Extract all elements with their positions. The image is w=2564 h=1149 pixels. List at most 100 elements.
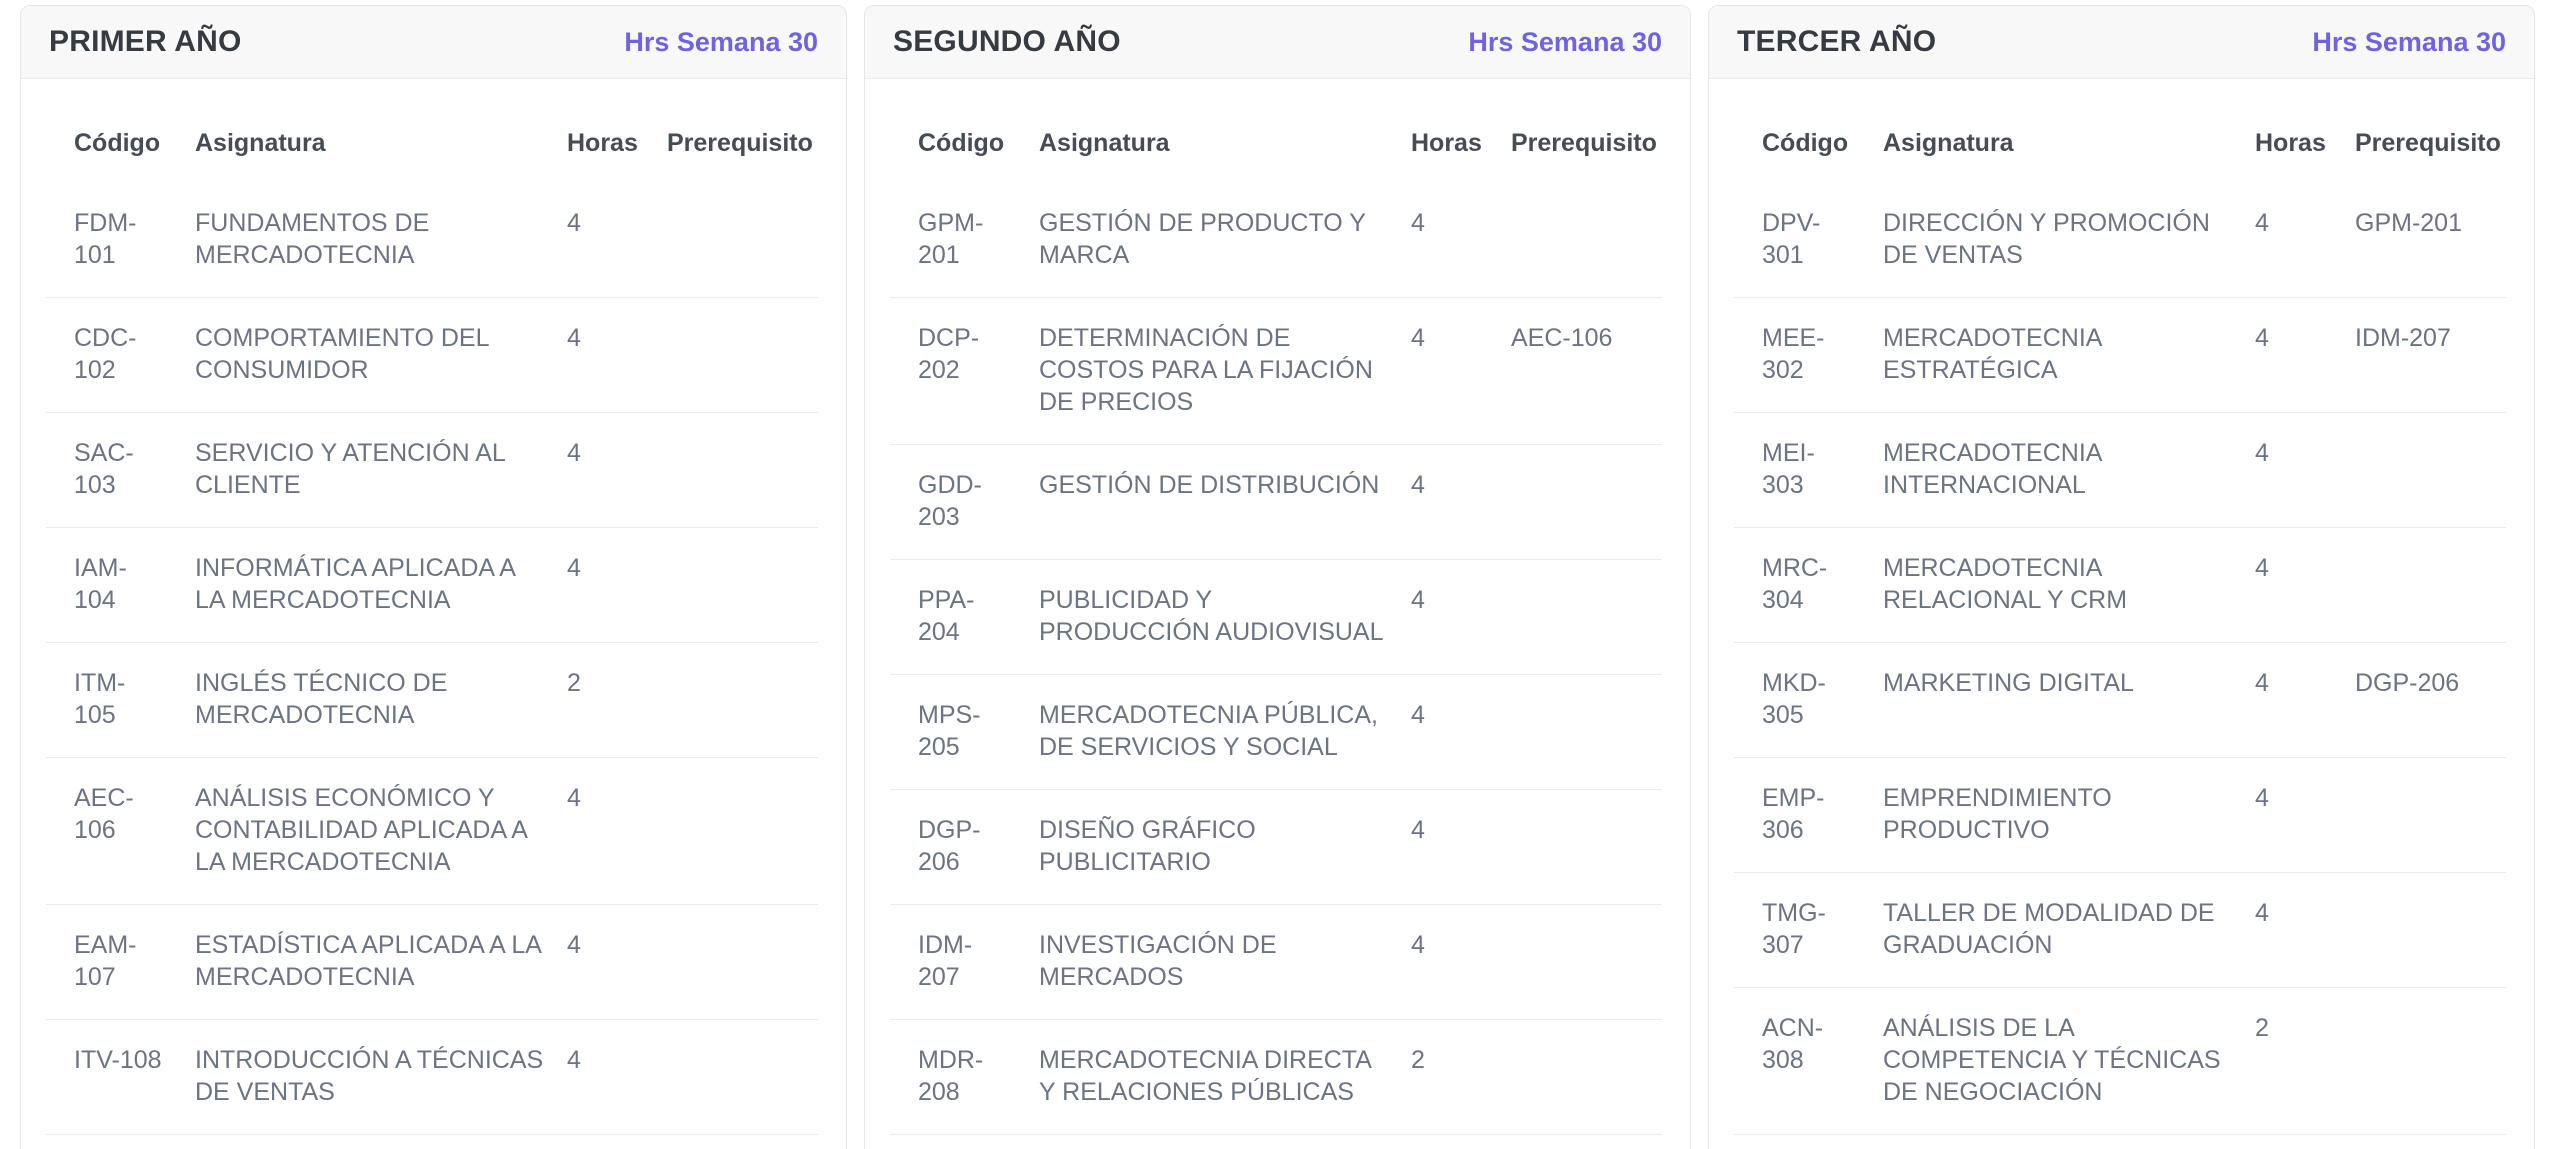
course-hours-cell: 2 <box>567 642 667 758</box>
course-code-cell: ITV-108 <box>46 1019 195 1135</box>
table-row: IAM-104 INFORMÁTICA APLICADA A LA MERCAD… <box>46 527 818 643</box>
course-prereq-cell <box>667 1019 818 1135</box>
course-prereq-cell <box>667 183 818 298</box>
table-header-row: Código Asignatura Horas Prerequisito <box>890 91 1662 183</box>
course-code-cell: DCP-202 <box>890 297 1039 445</box>
course-code-cell: SAC-103 <box>46 412 195 528</box>
table-body: GPM-201 GESTIÓN DE PRODUCTO Y MARCA 4 DC… <box>890 183 1662 1135</box>
course-hours-cell: 4 <box>1411 297 1511 445</box>
course-code-cell: MEE-302 <box>1734 297 1883 413</box>
course-hours-cell: 4 <box>567 757 667 905</box>
course-code-cell: DPV-301 <box>1734 183 1883 298</box>
table-row: ACN-308 ANÁLISIS DE LA COMPETENCIA Y TÉC… <box>1734 987 2506 1135</box>
table-row: MRC-304 MERCADOTECNIA RELACIONAL Y CRM 4 <box>1734 527 2506 643</box>
course-code-cell: EAM-107 <box>46 904 195 1020</box>
course-name-cell: MERCADOTECNIA ESTRATÉGICA <box>1883 297 2255 413</box>
column-header-asignatura: Asignatura <box>195 129 326 157</box>
table-body: DPV-301 DIRECCIÓN Y PROMOCIÓN DE VENTAS … <box>1734 183 2506 1135</box>
course-prereq-cell <box>667 527 818 643</box>
course-hours-cell: 4 <box>1411 789 1511 905</box>
table-row: GPM-201 GESTIÓN DE PRODUCTO Y MARCA 4 <box>890 183 1662 298</box>
course-hours-cell: 4 <box>2255 412 2355 528</box>
table-row: SAC-103 SERVICIO Y ATENCIÓN AL CLIENTE 4 <box>46 412 818 528</box>
course-name-cell: ANÁLISIS ECONÓMICO Y CONTABILIDAD APLICA… <box>195 757 567 905</box>
course-code-cell: DGP-206 <box>890 789 1039 905</box>
course-code-cell: MKD-305 <box>1734 642 1883 758</box>
table-row: IDM-207 INVESTIGACIÓN DE MERCADOS 4 <box>890 904 1662 1020</box>
hours-per-week-label: Hrs Semana 30 <box>624 26 818 57</box>
course-prereq-cell <box>667 904 818 1020</box>
course-code-cell: ACN-308 <box>1734 987 1883 1135</box>
course-prereq-cell <box>2355 757 2506 873</box>
card-body: Código Asignatura Horas Prerequisito FDM… <box>21 79 846 1149</box>
course-code-cell: MDR-208 <box>890 1019 1039 1135</box>
year-card: PRIMER AÑO Hrs Semana 30 Código Asignatu… <box>20 5 847 1149</box>
course-prereq-cell <box>2355 987 2506 1135</box>
course-hours-cell: 4 <box>567 183 667 298</box>
course-code-cell: GDD-203 <box>890 444 1039 560</box>
course-name-cell: ANÁLISIS DE LA COMPETENCIA Y TÉCNICAS DE… <box>1883 987 2255 1135</box>
card-header: TERCER AÑO Hrs Semana 30 <box>1709 6 2534 79</box>
course-name-cell: GESTIÓN DE DISTRIBUCIÓN <box>1039 444 1411 560</box>
course-code-cell: MEI-303 <box>1734 412 1883 528</box>
course-code-cell: GPM-201 <box>890 183 1039 298</box>
card-header: PRIMER AÑO Hrs Semana 30 <box>21 6 846 79</box>
table-header-row: Código Asignatura Horas Prerequisito <box>1734 91 2506 183</box>
table-row: GDD-203 GESTIÓN DE DISTRIBUCIÓN 4 <box>890 444 1662 560</box>
card-title: PRIMER AÑO <box>49 25 242 58</box>
column-header-codigo: Código <box>918 129 1005 157</box>
course-hours-cell: 4 <box>567 527 667 643</box>
table-row: FDM-101 FUNDAMENTOS DE MERCADOTECNIA 4 <box>46 183 818 298</box>
course-prereq-cell <box>2355 872 2506 988</box>
table-row: AEC-106 ANÁLISIS ECONÓMICO Y CONTABILIDA… <box>46 757 818 905</box>
column-header-horas: Horas <box>1411 129 1482 157</box>
course-prereq-cell <box>1511 674 1662 790</box>
course-hours-cell: 4 <box>2255 757 2355 873</box>
course-hours-cell: 4 <box>1411 183 1511 298</box>
course-prereq-cell <box>1511 559 1662 675</box>
course-code-cell: AEC-106 <box>46 757 195 905</box>
course-name-cell: INGLÉS TÉCNICO DE MERCADOTECNIA <box>195 642 567 758</box>
table-row: CDC-102 COMPORTAMIENTO DEL CONSUMIDOR 4 <box>46 297 818 413</box>
course-code-cell: IAM-104 <box>46 527 195 643</box>
table-row: EMP-306 EMPRENDIMIENTO PRODUCTIVO 4 <box>1734 757 2506 873</box>
table-row: DCP-202 DETERMINACIÓN DE COSTOS PARA LA … <box>890 297 1662 445</box>
course-prereq-cell <box>1511 904 1662 1020</box>
course-hours-cell: 4 <box>567 904 667 1020</box>
column-header-horas: Horas <box>2255 129 2326 157</box>
course-hours-cell: 4 <box>2255 872 2355 988</box>
course-code-cell: MPS-205 <box>890 674 1039 790</box>
course-prereq-cell <box>667 642 818 758</box>
course-code-cell: ITM-105 <box>46 642 195 758</box>
course-name-cell: MARKETING DIGITAL <box>1883 642 2255 758</box>
course-name-cell: SERVICIO Y ATENCIÓN AL CLIENTE <box>195 412 567 528</box>
year-card: TERCER AÑO Hrs Semana 30 Código Asignatu… <box>1708 5 2535 1149</box>
course-prereq-cell <box>667 412 818 528</box>
course-prereq-cell <box>1511 1019 1662 1135</box>
table-row: DPV-301 DIRECCIÓN Y PROMOCIÓN DE VENTAS … <box>1734 183 2506 298</box>
card-title: SEGUNDO AÑO <box>893 25 1121 58</box>
column-header-prerequisito: Prerequisito <box>1511 129 1657 157</box>
table-row: MKD-305 MARKETING DIGITAL 4 DGP-206 <box>1734 642 2506 758</box>
card-body: Código Asignatura Horas Prerequisito DPV… <box>1709 79 2534 1149</box>
course-prereq-cell: AEC-106 <box>1511 297 1662 445</box>
column-header-prerequisito: Prerequisito <box>667 129 813 157</box>
table-row: MDR-208 MERCADOTECNIA DIRECTA Y RELACION… <box>890 1019 1662 1135</box>
course-hours-cell: 4 <box>1411 559 1511 675</box>
course-prereq-cell <box>667 757 818 905</box>
course-hours-cell: 2 <box>2255 987 2355 1135</box>
course-name-cell: DISEÑO GRÁFICO PUBLICITARIO <box>1039 789 1411 905</box>
column-header-prerequisito: Prerequisito <box>2355 129 2501 157</box>
card-body: Código Asignatura Horas Prerequisito GPM… <box>865 79 1690 1149</box>
course-code-cell: MRC-304 <box>1734 527 1883 643</box>
table-header-row: Código Asignatura Horas Prerequisito <box>46 91 818 183</box>
course-name-cell: COMPORTAMIENTO DEL CONSUMIDOR <box>195 297 567 413</box>
course-hours-cell: 4 <box>1411 904 1511 1020</box>
table-row: DGP-206 DISEÑO GRÁFICO PUBLICITARIO 4 <box>890 789 1662 905</box>
course-name-cell: INTRODUCCIÓN A TÉCNICAS DE VENTAS <box>195 1019 567 1135</box>
course-hours-cell: 4 <box>2255 527 2355 643</box>
table-row: MEE-302 MERCADOTECNIA ESTRATÉGICA 4 IDM-… <box>1734 297 2506 413</box>
course-hours-cell: 2 <box>1411 1019 1511 1135</box>
course-prereq-cell <box>1511 789 1662 905</box>
